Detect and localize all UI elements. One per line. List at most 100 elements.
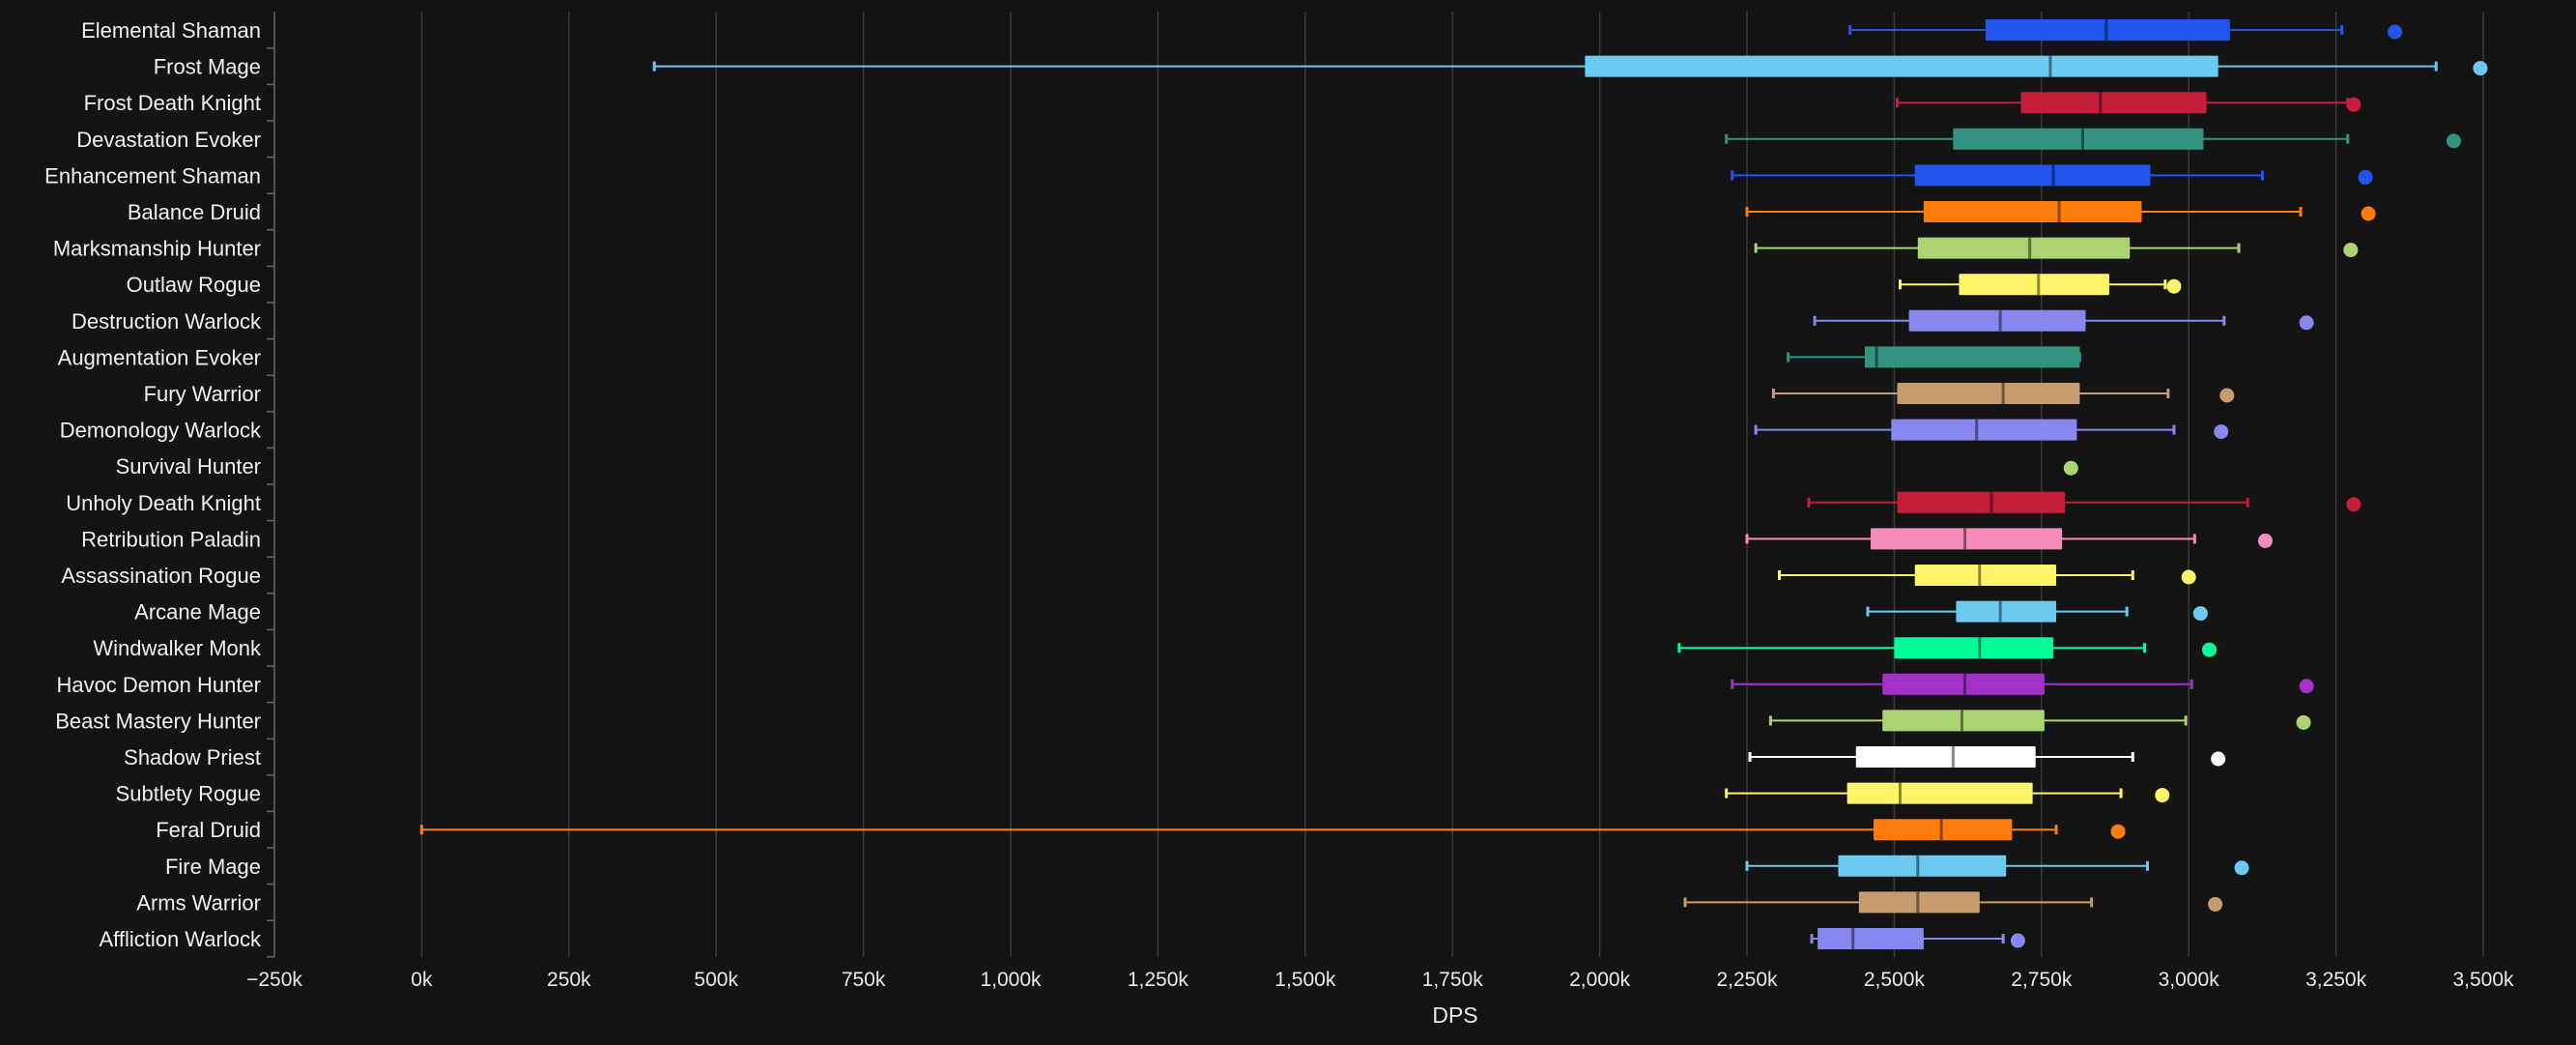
boxplot-balance-druid — [1745, 201, 2376, 222]
outlier-point — [2208, 896, 2223, 912]
outlier-point — [2110, 824, 2126, 839]
outlier-point — [2296, 714, 2311, 730]
outlier-point — [2388, 24, 2403, 40]
outlier-point — [2447, 133, 2462, 149]
grid-layer — [420, 12, 2484, 957]
category-label: Beast Mastery Hunter — [55, 709, 261, 733]
x-tick-label: 2,750k — [2011, 969, 2073, 991]
category-label: Frost Mage — [154, 55, 261, 79]
category-label: Affliction Warlock — [100, 927, 262, 951]
x-tick-label: 1,500k — [1274, 969, 1336, 991]
category-label: Havoc Demon Hunter — [56, 673, 261, 697]
outlier-point — [2299, 315, 2314, 331]
boxplot-destruction-warlock — [1813, 309, 2314, 332]
boxplot-survival-hunter — [2063, 460, 2078, 476]
outlier-point — [2473, 61, 2488, 76]
category-label: Elemental Shaman — [81, 18, 261, 43]
outlier-point — [2299, 679, 2314, 694]
category-label: Feral Druid — [156, 818, 261, 842]
category-label: Demonology Warlock — [60, 419, 262, 443]
iqr-box — [1882, 710, 2045, 732]
boxplot-shadow-priest — [1748, 746, 2226, 768]
boxplot-marksmanship-hunter — [1754, 237, 2359, 259]
category-label: Assassination Rogue — [61, 564, 261, 588]
category-label: Marksmanship Hunter — [53, 237, 261, 261]
boxplot-frost-mage — [652, 55, 2488, 77]
outlier-point — [2346, 497, 2361, 512]
boxplot-demonology-warlock — [1754, 419, 2229, 441]
iqr-box — [1917, 237, 2131, 259]
category-label-layer: Elemental Shaman Frost Mage Frost Death Kn… — [44, 18, 262, 951]
iqr-box — [2020, 92, 2207, 114]
iqr-box — [1985, 19, 2230, 41]
outlier-point — [2063, 460, 2078, 476]
iqr-box — [1585, 55, 2218, 77]
x-tick-label: 1,000k — [980, 969, 1042, 991]
x-tick-label: 750k — [842, 969, 886, 991]
boxplot-enhancement-shaman — [1731, 164, 2373, 187]
category-label: Retribution Paladin — [81, 527, 261, 551]
category-label: Balance Druid — [128, 200, 261, 224]
category-label: Outlaw Rogue — [127, 273, 261, 297]
category-label: Augmentation Evoker — [58, 345, 261, 369]
x-tick-label: 1,250k — [1128, 969, 1189, 991]
outlier-point — [2346, 97, 2361, 112]
outlier-point — [2010, 933, 2025, 948]
iqr-box — [1923, 201, 2142, 222]
iqr-box — [1838, 855, 2007, 877]
x-tick-label: 3,000k — [2159, 969, 2220, 991]
category-label: Enhancement Shaman — [44, 163, 261, 188]
xtick-label-layer: −250k 0k 250k 500k 750k 1,000k 1,250k 1,500k 1,7… — [246, 969, 2514, 991]
x-tick-label: 0k — [411, 969, 433, 991]
iqr-box — [1953, 128, 2204, 150]
category-label: Shadow Priest — [124, 745, 261, 769]
iqr-box — [1874, 819, 2013, 841]
boxplot-frost-death-knight — [1895, 92, 2361, 114]
x-tick-label: 500k — [694, 969, 738, 991]
iqr-box — [1897, 383, 2080, 404]
iqr-box — [1858, 891, 1980, 914]
x-tick-label: 2,000k — [1569, 969, 1631, 991]
iqr-box — [1871, 528, 2063, 550]
iqr-box — [1864, 346, 2080, 368]
boxplot-havoc-demon-hunter — [1731, 673, 2314, 695]
iqr-box — [1914, 565, 2057, 586]
boxplot-arms-warrior — [1683, 891, 2223, 914]
outlier-point — [2219, 388, 2235, 403]
boxplot-augmentation-evoker — [1787, 346, 2081, 368]
category-label: Windwalker Monk — [93, 636, 262, 660]
category-label: Arms Warrior — [136, 890, 261, 914]
iqr-box — [1894, 637, 2053, 659]
outlier-point — [2155, 788, 2170, 803]
iqr-box — [1956, 600, 2057, 623]
ytick-layer — [267, 47, 274, 958]
outlier-point — [2166, 278, 2182, 294]
outlier-point — [2214, 424, 2229, 440]
x-axis-title: DPS — [1432, 1002, 1477, 1028]
boxplot-affliction-warlock — [1810, 928, 2025, 949]
iqr-box — [1891, 419, 2077, 441]
category-label: Fire Mage — [165, 855, 261, 879]
outlier-point — [2343, 243, 2359, 258]
boxplot-devastation-evoker — [1725, 128, 2462, 150]
x-tick-label: 2,500k — [1864, 969, 1926, 991]
category-label: Subtlety Rogue — [116, 782, 261, 806]
category-label: Frost Death Knight — [84, 91, 261, 115]
iqr-box — [1846, 782, 2033, 804]
iqr-box — [1914, 164, 2151, 187]
outlier-point — [2234, 860, 2249, 876]
outlier-point — [2192, 606, 2208, 622]
boxplot-windwalker-monk — [1677, 637, 2218, 659]
x-tick-label: 3,500k — [2452, 969, 2514, 991]
x-tick-label: 2,250k — [1716, 969, 1778, 991]
iqr-box — [1908, 309, 2086, 332]
boxplot-retribution-paladin — [1745, 528, 2273, 550]
iqr-box — [1897, 491, 2066, 513]
category-label: Survival Hunter — [116, 454, 261, 479]
x-tick-label: −250k — [246, 969, 302, 991]
category-label: Arcane Mage — [134, 600, 261, 624]
iqr-box — [1882, 673, 2045, 695]
boxplot-feral-druid — [419, 819, 2126, 841]
outlier-point — [2257, 533, 2273, 548]
